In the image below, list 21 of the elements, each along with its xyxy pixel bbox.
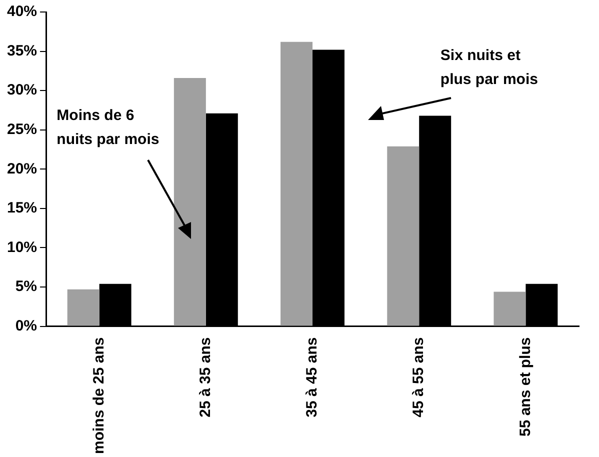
y-tick-label: 15% <box>6 200 38 217</box>
x-tick-label: 35 à 45 ans <box>304 337 321 418</box>
bar <box>280 42 313 326</box>
bar <box>67 289 100 326</box>
y-tick-label: 40% <box>6 3 38 20</box>
y-tick-label: 0% <box>15 317 38 334</box>
x-tick-label: moins de 25 ans <box>90 337 108 454</box>
x-tick-label: 55 ans et plus <box>516 337 534 437</box>
y-tick-label: 35% <box>6 42 38 60</box>
bar <box>387 146 420 326</box>
x-tick-label: 25 à 35 ans <box>197 337 214 418</box>
series-label: Moins de 6 nuits par mois <box>56 106 160 148</box>
y-tick-label: 25% <box>6 121 38 138</box>
bar <box>174 78 206 326</box>
x-tick-label: 45 à 55 ans <box>410 337 428 418</box>
bar <box>494 292 526 326</box>
y-tick-label: 30% <box>6 82 38 99</box>
y-tick-label: 10% <box>6 238 38 256</box>
series-label: Six nuits et plus par mois <box>440 47 538 88</box>
y-tick-label: 20% <box>6 160 38 178</box>
y-tick-label: 5% <box>15 278 38 296</box>
